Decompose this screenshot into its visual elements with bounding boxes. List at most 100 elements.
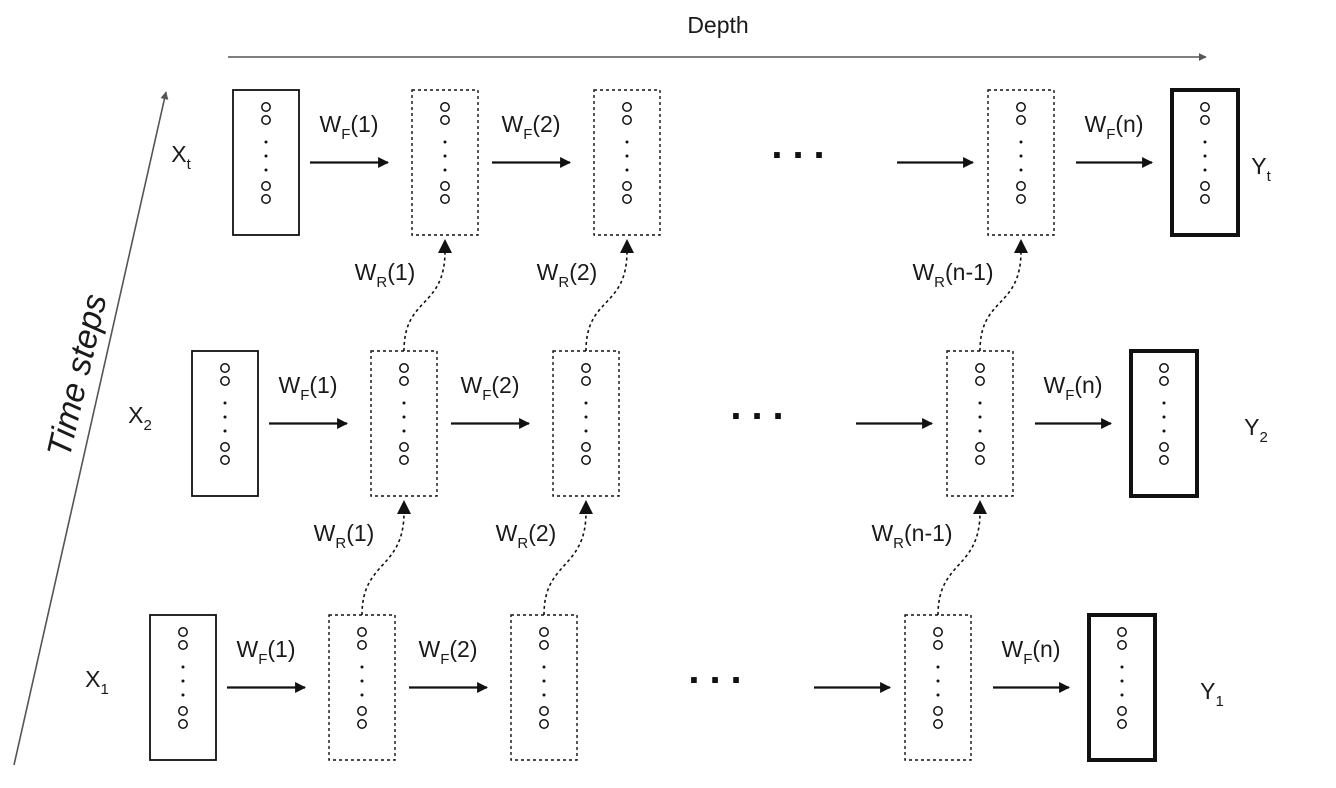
recurrent-connection — [937, 511, 981, 616]
recurrent-arrowhead — [397, 500, 411, 514]
neuron-circle — [539, 640, 549, 650]
forward-weight-label: WF(n) — [1084, 111, 1143, 143]
neuron-circle — [933, 719, 943, 729]
neuron-circle — [622, 102, 632, 112]
neuron-dot — [542, 665, 546, 669]
neuron-circle — [622, 115, 632, 125]
recurrent-weight-label: WR(2) — [496, 520, 557, 552]
neuron-dot — [1203, 140, 1207, 144]
neuron-circle — [357, 640, 367, 650]
neuron-dot — [443, 140, 447, 144]
neuron-circle — [399, 363, 409, 373]
ellipsis: ... — [688, 648, 751, 692]
neuron-circle — [933, 640, 943, 650]
neuron-dot — [936, 665, 940, 669]
neuron-circle — [1016, 194, 1026, 204]
input-layer-box — [149, 614, 217, 761]
neuron-circle — [220, 376, 230, 386]
neuron-circle — [1159, 455, 1169, 465]
neuron-circle — [539, 627, 549, 637]
neuron-circle — [581, 363, 591, 373]
neuron-circle — [1016, 115, 1026, 125]
forward-weight-label: WF(1) — [236, 636, 295, 668]
neuron-dot — [584, 429, 588, 433]
neuron-circle — [220, 455, 230, 465]
neuron-dot — [1162, 401, 1166, 405]
output-label: Y2 — [1244, 414, 1268, 446]
recurrent-weight-label: WR(1) — [314, 520, 375, 552]
neuron-circle — [975, 363, 985, 373]
neuron-dot — [402, 429, 406, 433]
neuron-circle — [581, 376, 591, 386]
neuron-circle — [178, 719, 188, 729]
neuron-dot — [584, 401, 588, 405]
neuron-circle — [1159, 363, 1169, 373]
input-layer-box — [232, 89, 300, 236]
output-layer-box — [1170, 88, 1240, 237]
neuron-circle — [1159, 376, 1169, 386]
hidden-layer-box — [593, 89, 661, 236]
neuron-circle — [1016, 181, 1026, 191]
ellipsis: ... — [771, 123, 834, 167]
neuron-dot — [443, 154, 447, 158]
output-label: Yt — [1251, 153, 1271, 185]
neuron-dot — [223, 429, 227, 433]
neuron-circle — [220, 442, 230, 452]
neuron-dot — [264, 140, 268, 144]
neuron-dot — [264, 154, 268, 158]
neuron-circle — [933, 706, 943, 716]
neuron-dot — [1120, 665, 1124, 669]
recurrent-weight-label: WR(1) — [355, 259, 416, 291]
row-1: WF(1) WF(2) WF(n)... WR(1) WR(2) WR(n-1) — [149, 500, 1157, 762]
neuron-circle — [975, 376, 985, 386]
forward-weight-label: WF(1) — [278, 372, 337, 404]
neuron-circle — [261, 181, 271, 191]
neuron-dot — [1203, 154, 1207, 158]
neuron-dot — [181, 679, 185, 683]
hidden-layer-box — [411, 89, 479, 236]
neuron-dot — [1203, 168, 1207, 172]
neuron-circle — [261, 115, 271, 125]
neuron-dot — [625, 154, 629, 158]
output-layer-box — [1087, 613, 1157, 762]
neuron-circle — [399, 455, 409, 465]
neuron-dot — [360, 665, 364, 669]
input-label: X2 — [128, 402, 152, 434]
neuron-circle — [440, 115, 450, 125]
neuron-circle — [975, 455, 985, 465]
neuron-circle — [539, 706, 549, 716]
neuron-dot — [402, 401, 406, 405]
recurrent-weight-label: WR(2) — [537, 259, 598, 291]
neuron-circle — [1200, 115, 1210, 125]
neuron-circle — [1117, 706, 1127, 716]
neuron-circle — [933, 627, 943, 637]
neuron-circle — [1016, 102, 1026, 112]
neuron-dot — [625, 168, 629, 172]
forward-weight-label: WF(2) — [501, 111, 560, 143]
row-t: WF(1) WF(2) WF(n)... — [232, 88, 1240, 237]
neuron-circle — [178, 640, 188, 650]
neuron-circle — [1117, 640, 1127, 650]
recurrent-arrowhead — [579, 500, 593, 514]
neuron-circle — [622, 181, 632, 191]
neuron-dot — [1019, 140, 1023, 144]
neuron-dot — [978, 429, 982, 433]
neuron-circle — [1200, 102, 1210, 112]
neuron-circle — [1117, 627, 1127, 637]
input-layer-box — [191, 350, 259, 497]
recurrent-connection — [543, 511, 587, 616]
neuron-dot — [1019, 154, 1023, 158]
recurrent-arrowhead — [973, 500, 987, 514]
recurrent-arrowhead — [1014, 239, 1028, 253]
recurrent-arrowhead — [438, 239, 452, 253]
neuron-circle — [178, 706, 188, 716]
neuron-circle — [1117, 719, 1127, 729]
neuron-dot — [1019, 168, 1023, 172]
recurrent-connection — [403, 250, 446, 352]
neuron-circle — [357, 719, 367, 729]
neuron-dot — [936, 679, 940, 683]
recurrent-connection — [979, 250, 1022, 352]
neuron-dot — [402, 415, 406, 419]
input-label: Xt — [171, 141, 191, 173]
neuron-circle — [261, 102, 271, 112]
